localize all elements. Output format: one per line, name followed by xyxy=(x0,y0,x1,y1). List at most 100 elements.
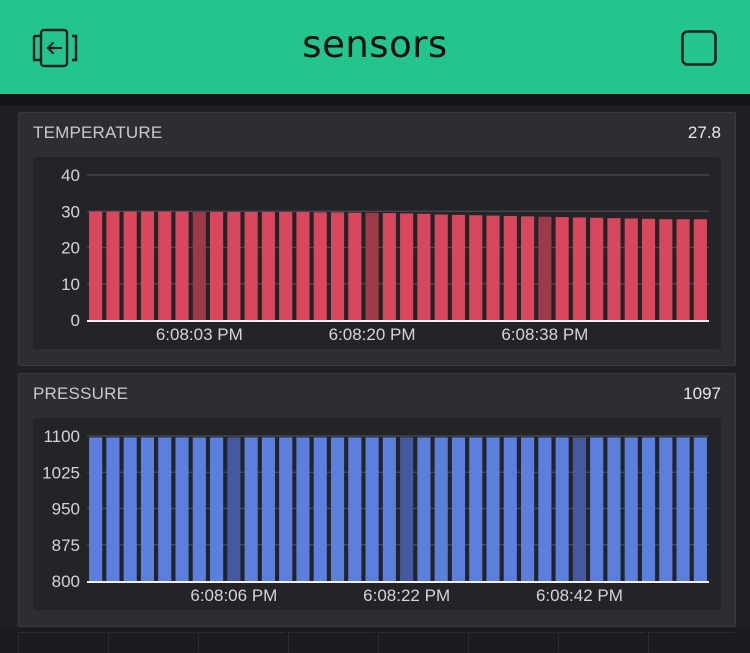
y-tick-label: 10 xyxy=(61,275,80,294)
grid-cell xyxy=(468,632,555,653)
bar xyxy=(296,437,310,581)
grid-cell xyxy=(18,632,105,653)
bar xyxy=(313,437,327,581)
bar xyxy=(451,437,466,581)
bar xyxy=(175,211,189,320)
bar xyxy=(140,211,155,320)
bar xyxy=(175,437,189,581)
pressure-chart: 1100 1025 950 875 800 6:08:06 PM 6:08:22 PM 6:0… xyxy=(33,418,721,610)
bar xyxy=(486,437,500,581)
grid-cell xyxy=(558,632,645,653)
y-tick-label: 1025 xyxy=(42,463,80,482)
bar xyxy=(417,213,431,320)
bar xyxy=(521,216,535,320)
bar xyxy=(607,218,621,320)
grid-cell xyxy=(108,632,195,653)
bar xyxy=(296,211,310,320)
bar xyxy=(210,211,224,320)
bar xyxy=(434,214,448,320)
bar xyxy=(676,219,690,320)
exit-icon[interactable] xyxy=(30,28,80,68)
bar xyxy=(486,215,500,320)
x-tick-label: 6:08:20 PM xyxy=(329,325,416,344)
bar xyxy=(641,218,656,320)
page-title: sensors xyxy=(302,23,448,66)
grid-cell xyxy=(648,632,735,653)
bar xyxy=(313,212,327,320)
bar xyxy=(382,437,396,581)
bar xyxy=(348,212,362,320)
bar xyxy=(451,214,466,320)
temperature-chart: 40 30 20 10 0 6:08:03 PM 6:08:20 PM 6:08:38 PM xyxy=(33,157,721,349)
bar xyxy=(590,217,604,320)
x-tick-label: 6:08:03 PM xyxy=(156,325,243,344)
y-tick-label: 1100 xyxy=(43,427,80,446)
bar xyxy=(572,437,586,581)
bar xyxy=(279,211,293,320)
x-tick-label: 6:08:22 PM xyxy=(363,586,450,605)
bar xyxy=(521,437,535,581)
bar xyxy=(641,437,656,581)
bar xyxy=(503,437,517,581)
pressure-chart-svg: 1100 1025 950 875 800 6:08:06 PM 6:08:22 PM 6:0… xyxy=(42,427,709,605)
bar xyxy=(89,437,103,581)
bar xyxy=(417,437,431,581)
grid-cell xyxy=(378,632,465,653)
grid-cell xyxy=(198,632,285,653)
bar xyxy=(279,437,293,581)
bar xyxy=(555,217,569,320)
bar xyxy=(659,437,673,581)
bar xyxy=(624,437,638,581)
app-header: sensors xyxy=(0,0,750,94)
bar xyxy=(469,215,483,320)
header-divider xyxy=(0,94,750,106)
bar xyxy=(538,216,552,320)
bar xyxy=(607,437,621,581)
bar xyxy=(590,437,604,581)
temperature-chart-svg: 40 30 20 10 0 6:08:03 PM 6:08:20 PM 6:08:38 PM xyxy=(61,166,709,344)
bar xyxy=(572,217,586,320)
bar xyxy=(538,437,552,581)
pressure-widget[interactable]: PRESSURE 1097 1100 1025 950 875 800 6:08:06 P… xyxy=(18,373,736,627)
bar xyxy=(400,437,414,581)
bar xyxy=(89,211,103,320)
bar xyxy=(676,437,690,581)
bar xyxy=(555,437,569,581)
widget-label: PRESSURE xyxy=(33,384,129,403)
bar xyxy=(244,211,258,320)
widget-value: 1097 xyxy=(683,384,721,403)
square-icon[interactable] xyxy=(681,30,717,66)
bar xyxy=(158,211,172,320)
bar xyxy=(123,211,137,320)
bar xyxy=(434,437,448,581)
x-tick-label: 6:08:06 PM xyxy=(190,586,277,605)
bar xyxy=(382,213,396,320)
bar xyxy=(210,437,224,581)
widget-value: 27.8 xyxy=(687,123,721,142)
x-tick-label: 6:08:38 PM xyxy=(501,325,588,344)
widget-label: TEMPERATURE xyxy=(33,123,163,142)
bar xyxy=(659,219,673,320)
y-tick-label: 875 xyxy=(52,536,80,555)
bar xyxy=(106,437,120,581)
temperature-widget[interactable]: TEMPERATURE 27.8 40 30 20 10 0 6:08:03 PM 6:08… xyxy=(18,112,736,366)
bar xyxy=(400,213,414,320)
bar xyxy=(244,437,258,581)
bar xyxy=(106,211,120,320)
bar xyxy=(469,437,483,581)
bar xyxy=(365,212,379,320)
bar xyxy=(140,437,155,581)
bar xyxy=(123,437,137,581)
grid-cell xyxy=(288,632,375,653)
bar xyxy=(192,211,206,320)
bar xyxy=(261,211,275,320)
y-tick-label: 0 xyxy=(71,311,80,330)
y-tick-label: 30 xyxy=(61,202,80,221)
bar xyxy=(261,437,275,581)
bar xyxy=(330,437,345,581)
y-tick-label: 40 xyxy=(61,166,80,185)
bar xyxy=(693,219,707,320)
bar xyxy=(693,437,707,581)
y-tick-label: 800 xyxy=(52,572,80,591)
bar xyxy=(227,437,241,581)
